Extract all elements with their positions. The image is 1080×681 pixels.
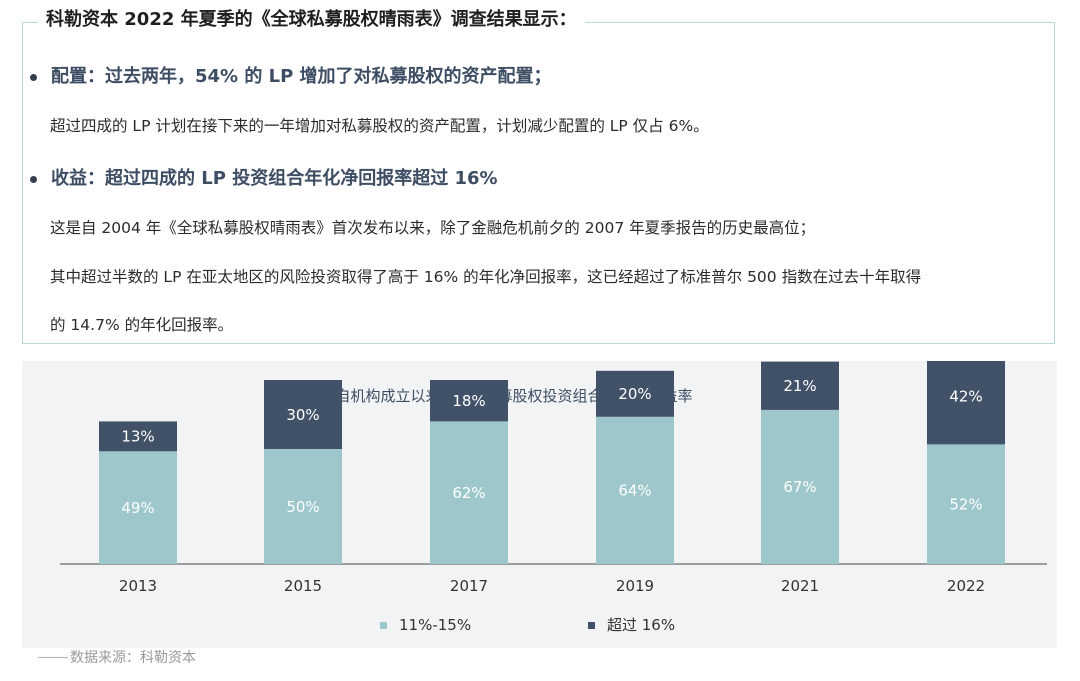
x-tick-label: 2013: [119, 577, 157, 595]
bar-segment-11-15: [99, 451, 177, 564]
data-label: 13%: [121, 428, 154, 446]
source-text: 数据来源：科勒资本: [70, 650, 196, 666]
summary-title: 科勒资本 2022 年夏季的《全球私募股权晴雨表》调查结果显示：: [38, 7, 585, 33]
bar-segment-11-15: [927, 444, 1005, 564]
bullet-dot-icon: [30, 175, 37, 183]
bar-segment-over-16: [761, 361, 839, 410]
paragraph: 的 14.7% 的年化回报率。: [50, 316, 234, 334]
bar-segment-11-15: [430, 421, 508, 564]
legend-label: 超过 16%: [607, 616, 675, 634]
data-label: 20%: [618, 385, 651, 403]
source-dash: [38, 656, 68, 658]
x-tick-label: 2021: [781, 577, 819, 595]
bar-segment-11-15: [761, 409, 839, 564]
paragraph: 这是自 2004 年《全球私募股权晴雨表》首次发布以来，除了金融危机前夕的 20…: [50, 219, 816, 237]
bar-segment-over-16: [596, 370, 674, 417]
bar-segment-over-16: [99, 421, 177, 452]
data-label: 52%: [949, 495, 982, 513]
data-label: 49%: [121, 499, 154, 517]
source-note: 数据来源：科勒资本: [38, 647, 196, 667]
x-tick-label: 2022: [947, 577, 985, 595]
data-label: 62%: [452, 484, 485, 502]
bar-segment-11-15: [596, 416, 674, 564]
bar-segment-over-16: [264, 380, 342, 449]
legend-swatch: [588, 622, 595, 629]
bar-segment-over-16: [430, 380, 508, 422]
data-label: 64%: [618, 482, 651, 500]
x-tick-label: 2015: [284, 577, 322, 595]
x-tick-label: 2019: [616, 577, 654, 595]
bullet-returns: 收益：超过四成的 LP 投资组合年化净回报率超过 16%: [30, 166, 498, 192]
bullet-dot-icon: [30, 73, 37, 81]
legend-label: 11%-15%: [399, 616, 471, 634]
paragraph: 超过四成的 LP 计划在接下来的一年增加对私募股权的资产配置，计划减少配置的 L…: [50, 117, 709, 135]
data-label: 18%: [452, 392, 485, 410]
chart-panel: 自机构成立以来 LP 的私募股权投资组合的年化收益率 49% 13% 2013 50% 3…: [22, 361, 1057, 648]
data-label: 30%: [286, 406, 319, 424]
legend-swatch: [380, 622, 387, 629]
bar-segment-11-15: [264, 449, 342, 564]
bullet-heading: 收益：超过四成的 LP 投资组合年化净回报率超过 16%: [51, 168, 498, 189]
stacked-bar-chart: 自机构成立以来 LP 的私募股权投资组合的年化收益率49%13%201350%3…: [60, 361, 1047, 634]
data-label: 21%: [783, 377, 816, 395]
data-label: 50%: [286, 498, 319, 516]
data-label: 42%: [949, 387, 982, 405]
x-tick-label: 2017: [450, 577, 488, 595]
bullet-allocation: 配置：过去两年，54% 的 LP 增加了对私募股权的资产配置；: [30, 64, 552, 90]
paragraph: 其中超过半数的 LP 在亚太地区的风险投资取得了高于 16% 的年化净回报率，这…: [50, 268, 922, 286]
bar-segment-over-16: [927, 361, 1005, 445]
bullet-heading: 配置：过去两年，54% 的 LP 增加了对私募股权的资产配置；: [51, 66, 552, 87]
data-label: 67%: [783, 478, 816, 496]
